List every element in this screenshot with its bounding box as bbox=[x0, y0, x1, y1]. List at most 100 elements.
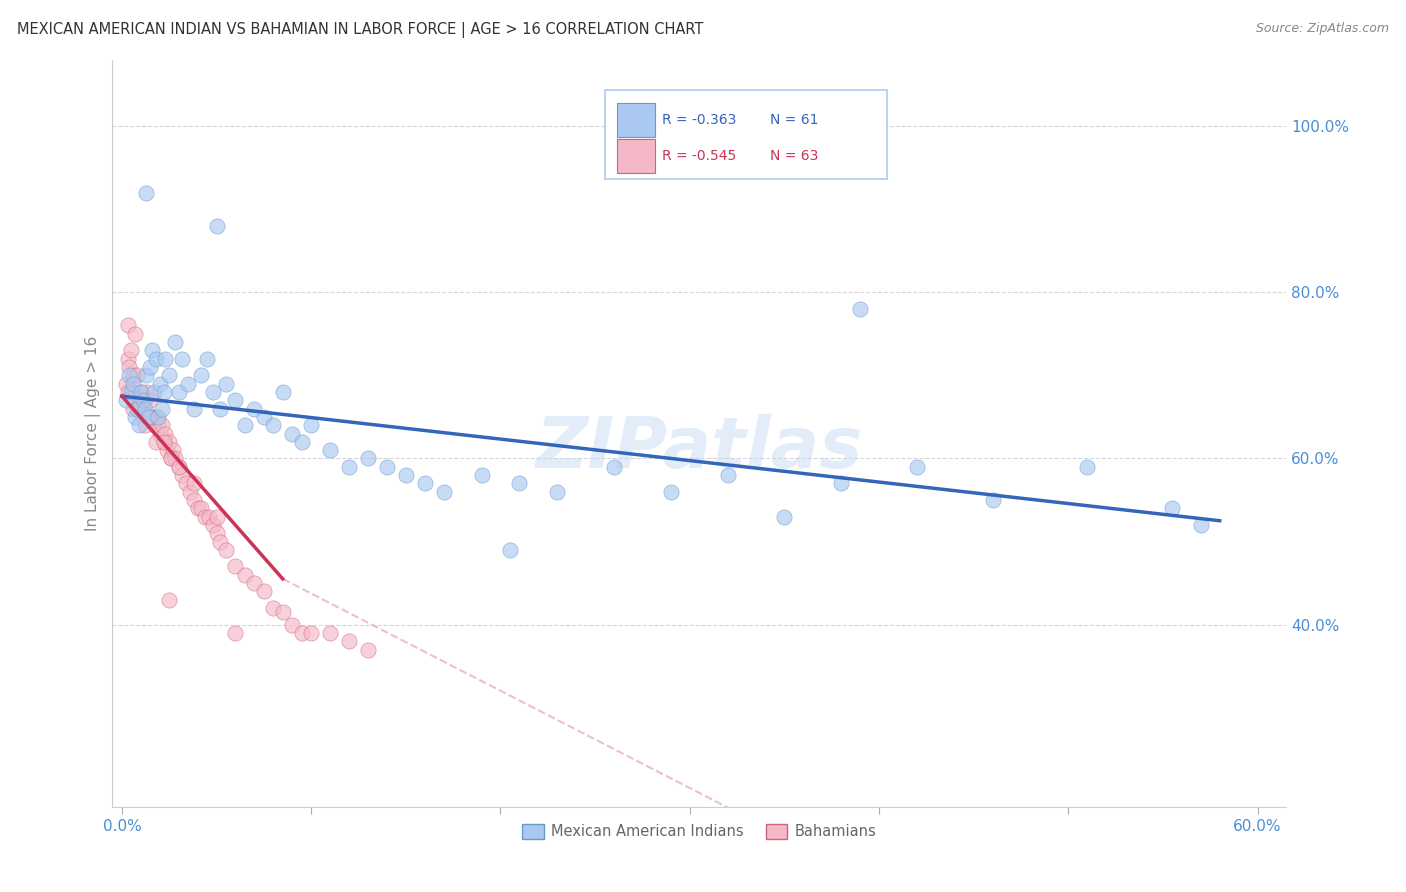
Point bbox=[145, 351, 167, 366]
Point bbox=[319, 443, 342, 458]
Text: Source: ZipAtlas.com: Source: ZipAtlas.com bbox=[1256, 22, 1389, 36]
Point bbox=[201, 517, 224, 532]
Point bbox=[262, 601, 284, 615]
Point bbox=[146, 409, 169, 424]
Point bbox=[209, 401, 232, 416]
Point bbox=[160, 451, 183, 466]
Point bbox=[546, 484, 568, 499]
Point bbox=[187, 501, 209, 516]
Point bbox=[143, 418, 166, 433]
Point bbox=[155, 426, 177, 441]
Point bbox=[233, 567, 256, 582]
Point bbox=[1161, 501, 1184, 516]
Point bbox=[156, 443, 179, 458]
Legend: Mexican American Indians, Bahamians: Mexican American Indians, Bahamians bbox=[516, 818, 883, 845]
Point bbox=[114, 376, 136, 391]
Point bbox=[131, 401, 153, 416]
Point bbox=[716, 468, 738, 483]
Point bbox=[150, 401, 173, 416]
Point bbox=[205, 509, 228, 524]
Text: R = -0.363: R = -0.363 bbox=[662, 113, 735, 128]
Point bbox=[291, 626, 314, 640]
Point bbox=[124, 326, 146, 341]
Point bbox=[145, 434, 167, 449]
Point bbox=[118, 359, 141, 374]
Point bbox=[117, 318, 139, 333]
Point bbox=[179, 484, 201, 499]
Point bbox=[157, 368, 180, 383]
Point bbox=[319, 626, 342, 640]
Point bbox=[281, 426, 304, 441]
Point bbox=[190, 501, 212, 516]
Point bbox=[508, 476, 530, 491]
Point bbox=[129, 384, 152, 399]
Point bbox=[224, 626, 246, 640]
Point bbox=[118, 368, 141, 383]
Point bbox=[830, 476, 852, 491]
Point bbox=[122, 376, 145, 391]
Point bbox=[143, 384, 166, 399]
Point bbox=[152, 434, 174, 449]
Point bbox=[299, 418, 322, 433]
Point bbox=[145, 409, 167, 424]
Point bbox=[134, 401, 156, 416]
Point bbox=[134, 418, 156, 433]
Point bbox=[395, 468, 418, 483]
Point bbox=[198, 509, 221, 524]
Point bbox=[271, 605, 294, 619]
Point bbox=[172, 468, 194, 483]
Point bbox=[120, 384, 142, 399]
Point bbox=[224, 559, 246, 574]
Point bbox=[174, 476, 197, 491]
Point bbox=[125, 401, 148, 416]
Point bbox=[262, 418, 284, 433]
FancyBboxPatch shape bbox=[617, 139, 655, 173]
Point bbox=[243, 576, 266, 591]
Point bbox=[659, 484, 682, 499]
Point bbox=[135, 368, 157, 383]
Point bbox=[128, 418, 150, 433]
Point bbox=[603, 459, 626, 474]
Y-axis label: In Labor Force | Age > 16: In Labor Force | Age > 16 bbox=[86, 336, 101, 531]
Point bbox=[124, 384, 146, 399]
Point bbox=[299, 626, 322, 640]
Point bbox=[146, 418, 169, 433]
Point bbox=[499, 542, 522, 557]
Point bbox=[138, 409, 160, 424]
Point bbox=[205, 526, 228, 541]
Text: N = 61: N = 61 bbox=[769, 113, 818, 128]
Point bbox=[357, 642, 380, 657]
Point bbox=[413, 476, 436, 491]
Text: MEXICAN AMERICAN INDIAN VS BAHAMIAN IN LABOR FORCE | AGE > 16 CORRELATION CHART: MEXICAN AMERICAN INDIAN VS BAHAMIAN IN L… bbox=[17, 22, 703, 38]
Point bbox=[141, 343, 163, 358]
Point bbox=[243, 401, 266, 416]
Point bbox=[149, 426, 172, 441]
Point bbox=[152, 434, 174, 449]
Point bbox=[233, 418, 256, 433]
Point bbox=[134, 393, 156, 408]
Point bbox=[209, 534, 232, 549]
Point bbox=[177, 376, 200, 391]
Point bbox=[357, 451, 380, 466]
Text: ZIPatlas: ZIPatlas bbox=[536, 414, 863, 483]
Point bbox=[141, 409, 163, 424]
Point bbox=[122, 368, 145, 383]
FancyBboxPatch shape bbox=[617, 103, 655, 137]
Point bbox=[124, 409, 146, 424]
Point bbox=[157, 592, 180, 607]
Point bbox=[135, 384, 157, 399]
Point bbox=[981, 493, 1004, 508]
Point bbox=[205, 219, 228, 233]
Point bbox=[167, 459, 190, 474]
Point bbox=[163, 335, 186, 350]
Point bbox=[253, 409, 276, 424]
Point bbox=[433, 484, 456, 499]
FancyBboxPatch shape bbox=[606, 89, 887, 179]
Point bbox=[183, 401, 205, 416]
Point bbox=[190, 368, 212, 383]
Point bbox=[183, 476, 205, 491]
Point bbox=[1189, 517, 1212, 532]
Point bbox=[253, 584, 276, 599]
Point bbox=[149, 376, 172, 391]
Point bbox=[337, 634, 360, 648]
